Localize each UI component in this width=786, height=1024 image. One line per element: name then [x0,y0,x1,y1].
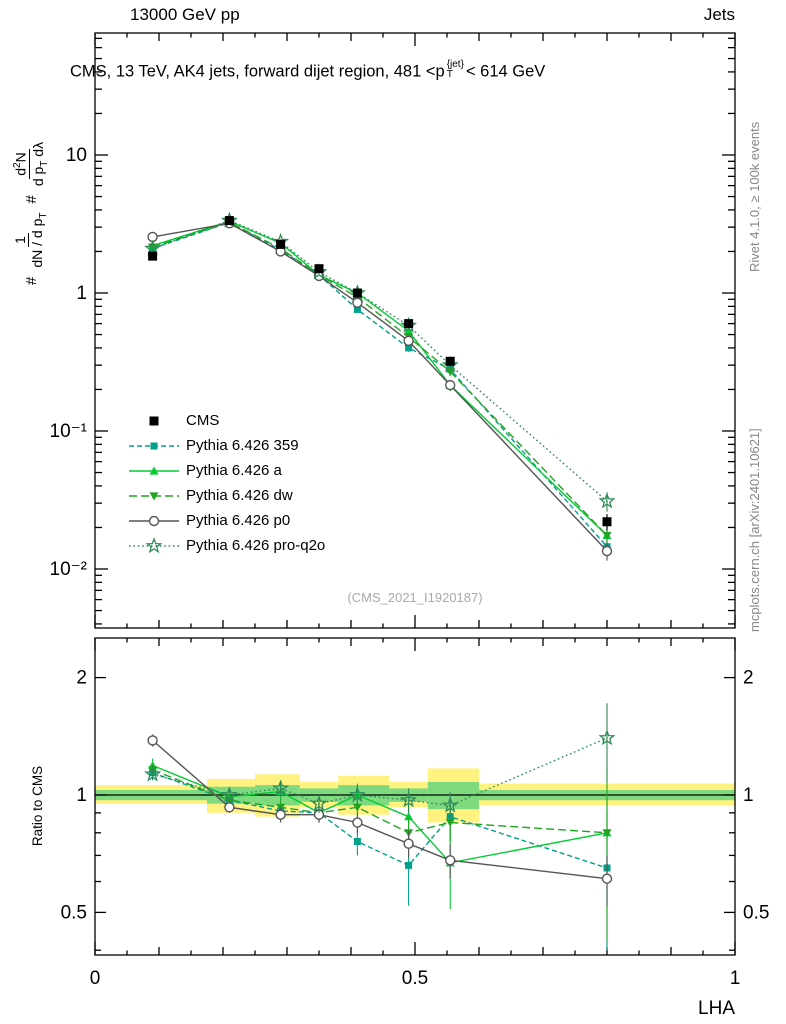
series-CMS [148,216,612,531]
mcplots-citation-label: mcplots.cern.ch [arXiv:2401.10621] [747,428,762,632]
legend-square-icon [129,442,179,449]
legend-item: Pythia 6.426 pro-q2o [128,533,325,558]
series-Pythia 6.426 pro-q2o [144,703,616,821]
ylabel-fraction-2: d2N d pT dλ [11,141,50,187]
analysis-id-watermark: (CMS_2021_I1920187) [347,590,483,605]
svg-text:0.5: 0.5 [61,902,87,923]
legend-item: Pythia 6.426 p0 [128,508,325,533]
ylabel-hash-2: # [22,195,40,204]
legend-label: Pythia 6.426 a [186,462,282,479]
legend-circle-open-icon [129,515,179,526]
ylabel-hash-1: # [22,276,40,285]
legend-label: CMS [186,412,220,429]
svg-text:1: 1 [730,968,741,989]
svg-text:1: 1 [743,785,754,806]
svg-text:10⁻¹: 10⁻¹ [50,421,88,442]
legend: CMS Pythia 6.426 359 Pythia 6.426 a Pythia … [128,408,325,558]
svg-text:10: 10 [66,145,87,166]
x-axis-label: LHA [698,998,735,1019]
svg-text:1: 1 [76,283,87,304]
ylabel-fraction-1: 1 dN / d pT [12,212,50,268]
y-axis-label: # 1 dN / d pT # d2N d pT dλ [10,25,52,285]
axis-ticks [94,32,736,956]
rivet-version-label: Rivet 4.1.0, ≥ 100k events [747,121,762,272]
legend-triangle-down-icon [129,491,179,500]
analysis-group-label: Jets [703,5,735,24]
svg-text:2: 2 [76,668,87,689]
plot-title-text: CMS, 13 TeV, AK4 jets, forward dijet reg… [70,62,445,81]
legend-label: Pythia 6.426 dw [186,487,293,504]
beam-energy-label: 13000 GeV pp [130,5,240,24]
plot-title-text-end: < 614 GeV [465,62,546,81]
legend-item: CMS [128,408,325,433]
svg-text:0: 0 [90,968,101,989]
legend-item: Pythia 6.426 dw [128,483,325,508]
legend-square-icon [149,416,159,425]
legend-label: Pythia 6.426 359 [186,437,299,454]
series-Pythia 6.426 p0 [147,734,613,906]
svg-text:0.5: 0.5 [402,968,428,989]
legend-item: Pythia 6.426 359 [128,433,325,458]
legend-item: Pythia 6.426 a [128,458,325,483]
tick-labels: 10 1 10⁻¹ 10⁻² 2 2 1 1 0.5 0.5 0 0.5 1 [50,145,770,989]
legend-label: Pythia 6.426 p0 [186,512,291,529]
uncertainty-bands [95,768,735,823]
ratio-axis-label: Ratio to CMS [30,765,45,847]
legend-triangle-up-icon [129,466,179,475]
legend-star-open-icon [129,536,179,553]
svg-text:0.5: 0.5 [743,902,769,923]
plot-title: CMS, 13 TeV, AK4 jets, forward dijet reg… [70,59,546,82]
svg-text:10⁻²: 10⁻² [50,559,88,580]
svg-text:2: 2 [743,668,754,689]
svg-text:1: 1 [76,785,87,806]
pt-jet-subscript: {jet} T [446,59,464,80]
legend-label: Pythia 6.426 pro-q2o [186,537,326,554]
